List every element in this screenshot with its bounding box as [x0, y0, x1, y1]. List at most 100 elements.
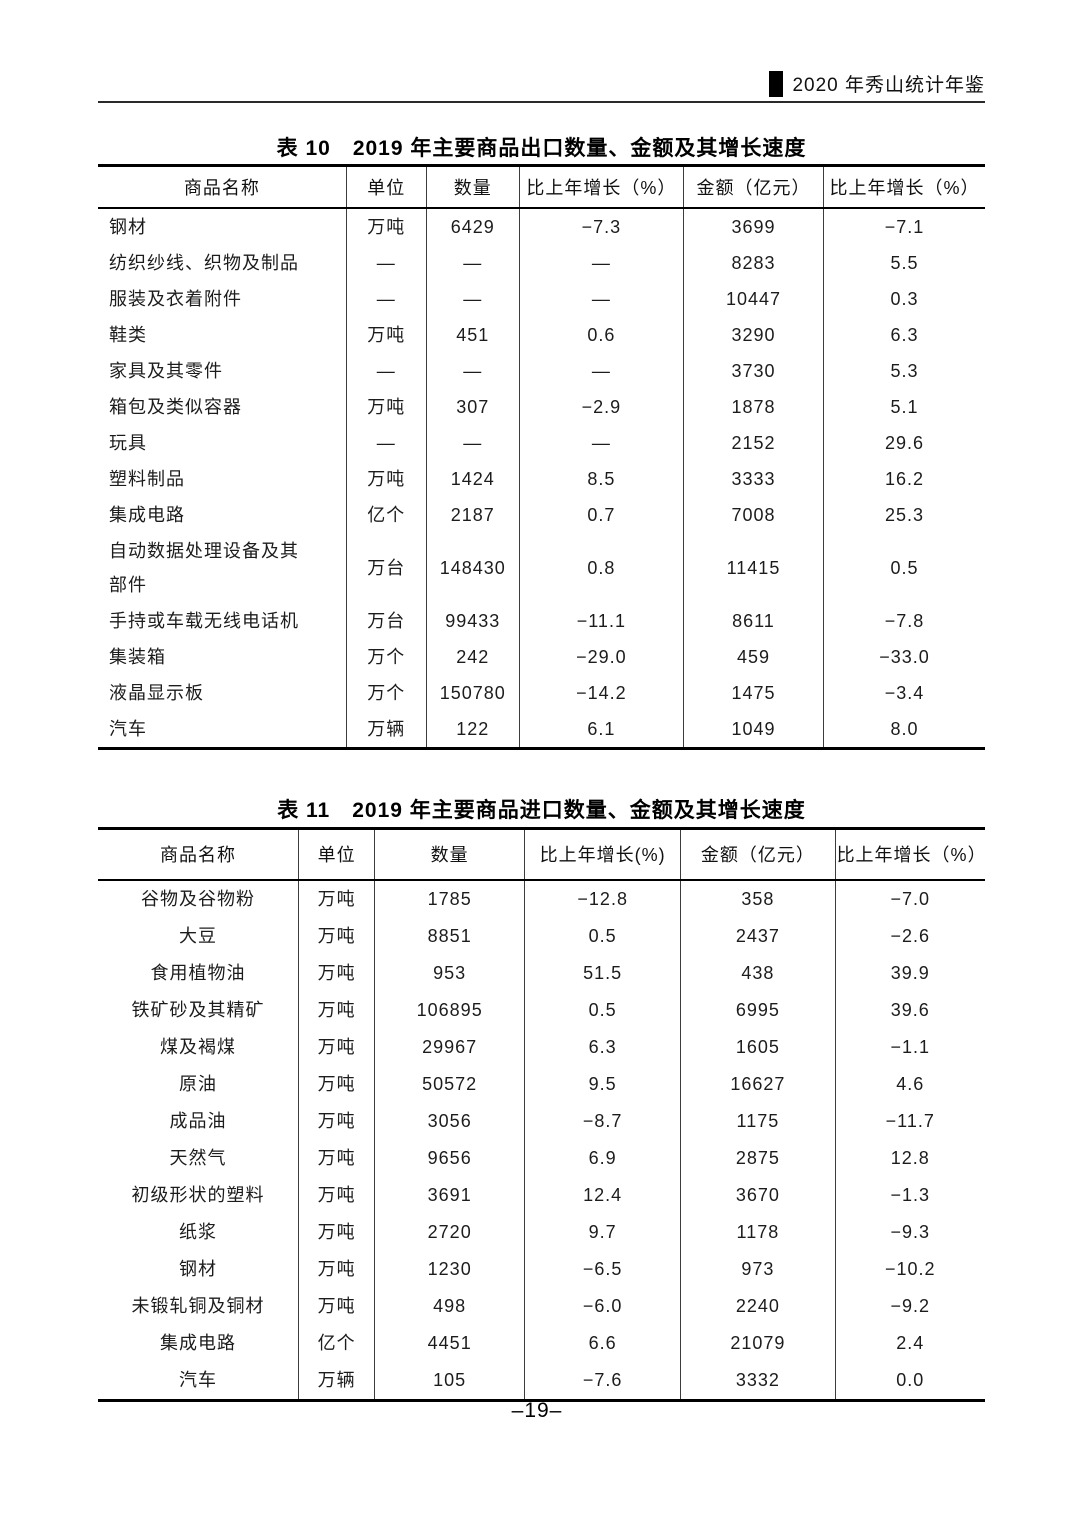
value-cell: 0.0: [834, 1361, 985, 1400]
value-cell: 万个: [345, 638, 427, 675]
column-header: 数量: [374, 828, 525, 880]
table-row: 钢材 万吨 1230 −6.5 973 −10.2: [98, 1250, 985, 1288]
value-cell: 99433: [425, 602, 520, 639]
value-cell: 8283: [682, 244, 824, 281]
value-cell: 万吨: [297, 1028, 375, 1066]
table-row: 原油 万吨 50572 9.5 16627 4.6: [98, 1065, 985, 1103]
value-cell: 万吨: [297, 991, 375, 1029]
value-cell: 6.3: [823, 316, 985, 353]
value-cell: —: [518, 244, 684, 281]
value-cell: −2.6: [834, 917, 985, 955]
value-cell: 148430: [425, 532, 520, 603]
column-header: 比上年增长(%): [524, 828, 681, 880]
value-cell: 1475: [682, 674, 824, 711]
table-row: 集装箱 万个 242 −29.0 459 −33.0: [98, 638, 985, 675]
table-row: 纸浆 万吨 2720 9.7 1178 −9.3: [98, 1213, 985, 1251]
value-cell: —: [345, 424, 427, 461]
value-cell: −11.7: [834, 1102, 985, 1140]
column-header: 单位: [297, 828, 375, 880]
value-cell: 11415: [682, 532, 824, 603]
value-cell: —: [425, 424, 520, 461]
commodity-name-cell: 成品油: [169, 1110, 227, 1131]
value-cell: 4.6: [834, 1065, 985, 1103]
value-cell: 307: [425, 388, 520, 425]
value-cell: 459: [682, 638, 824, 675]
export-table-title: 表 10 2019 年主要商品出口数量、金额及其增长速度: [276, 137, 807, 160]
value-cell: 0.8: [518, 532, 684, 603]
column-header: 比上年增长（%）: [518, 165, 684, 208]
commodity-name-cell: 集装箱: [109, 646, 166, 667]
commodity-name-cell: 鞋类: [109, 324, 147, 345]
header-rule: [98, 101, 985, 103]
value-cell: 122: [425, 710, 520, 748]
value-cell: 3699: [682, 207, 824, 245]
value-cell: −12.8: [524, 879, 681, 918]
column-header: 金额（亿元）: [680, 828, 836, 880]
header-bar-icon: [769, 70, 784, 97]
export-table-header: 商品名称 单位 数量 比上年增长（%） 金额（亿元） 比上年增长（%）: [98, 165, 985, 208]
value-cell: 2240: [680, 1287, 836, 1325]
table-row: 箱包及类似容器 万吨 307 −2.9 1878 5.1: [98, 388, 985, 425]
commodity-name-cell: 谷物及谷物粉: [140, 888, 255, 909]
value-cell: 万吨: [297, 1213, 375, 1251]
value-cell: −14.2: [518, 674, 684, 711]
commodity-name-cell: 煤及褐煤: [159, 1036, 236, 1057]
commodity-name-cell: 塑料制品: [109, 468, 185, 489]
commodity-name-cell: 汽车: [109, 718, 147, 739]
column-header: 金额（亿元）: [682, 165, 824, 208]
value-cell: 242: [425, 638, 520, 675]
value-cell: 150780: [425, 674, 520, 711]
value-cell: 39.9: [834, 954, 985, 992]
value-cell: 498: [374, 1287, 525, 1325]
commodity-name-cell: 钢材: [178, 1258, 217, 1279]
value-cell: −7.6: [524, 1361, 681, 1400]
value-cell: −3.4: [823, 674, 985, 711]
value-cell: 39.6: [834, 991, 985, 1029]
value-cell: —: [425, 280, 520, 317]
value-cell: 万吨: [297, 954, 375, 992]
table-row: 铁矿砂及其精矿 万吨 106895 0.5 6995 39.6: [98, 991, 985, 1029]
value-cell: 3056: [374, 1102, 525, 1140]
export-table-body: 钢材 万吨 6429 −7.3 3699 −7.1 纺织纱线、织物及制品 — — —8283 5.5…: [98, 207, 985, 748]
table-row: 自动数据处理设备及其 部件 万台 148430 0.8 11415 0.5: [98, 532, 985, 603]
value-cell: −7.8: [823, 602, 985, 639]
value-cell: 8.0: [823, 710, 985, 748]
value-cell: 万个: [345, 674, 427, 711]
commodity-name-cell: 纸浆: [178, 1221, 217, 1242]
value-cell: —: [345, 244, 427, 281]
column-header: 数量: [425, 165, 520, 208]
commodity-name-cell: 自动数据处理设备及其 部件: [109, 540, 299, 595]
value-cell: 万吨: [297, 1102, 375, 1140]
commodity-name-cell: 原油: [178, 1073, 217, 1094]
value-cell: 万吨: [345, 316, 427, 353]
value-cell: 万台: [345, 532, 427, 603]
value-cell: 973: [680, 1250, 836, 1288]
value-cell: 1178: [680, 1213, 836, 1251]
column-header: 商品名称: [159, 845, 236, 866]
value-cell: 0.5: [524, 991, 681, 1029]
value-cell: −7.0: [834, 879, 985, 918]
value-cell: −9.2: [834, 1287, 985, 1325]
table-row: 谷物及谷物粉 万吨 1785 −12.8 358 −7.0: [98, 879, 985, 918]
value-cell: −11.1: [518, 602, 684, 639]
value-cell: 50572: [374, 1065, 525, 1103]
commodity-name-cell: 液晶显示板: [109, 682, 204, 703]
table-row: 纺织纱线、织物及制品 — — —8283 5.5: [98, 244, 985, 281]
value-cell: −6.0: [524, 1287, 681, 1325]
column-header: 比上年增长（%）: [834, 828, 986, 880]
value-cell: 953: [374, 954, 525, 992]
commodity-name-cell: 钢材: [109, 216, 147, 237]
value-cell: —: [518, 352, 684, 389]
value-cell: 51.5: [524, 954, 681, 992]
value-cell: 105: [374, 1361, 525, 1400]
value-cell: 万吨: [297, 879, 375, 918]
value-cell: —: [518, 424, 684, 461]
column-header: 单位: [345, 165, 427, 208]
table-row: 服装及衣着附件 — — —10447 0.3: [98, 280, 985, 317]
import-table-title: 表 11 2019 年主要商品进口数量、金额及其增长速度: [277, 799, 806, 822]
value-cell: 2152: [682, 424, 824, 461]
value-cell: −1.1: [834, 1028, 985, 1066]
value-cell: 1424: [425, 460, 520, 497]
value-cell: 21079: [680, 1324, 836, 1362]
commodity-name-cell: 集成电路: [109, 504, 185, 525]
